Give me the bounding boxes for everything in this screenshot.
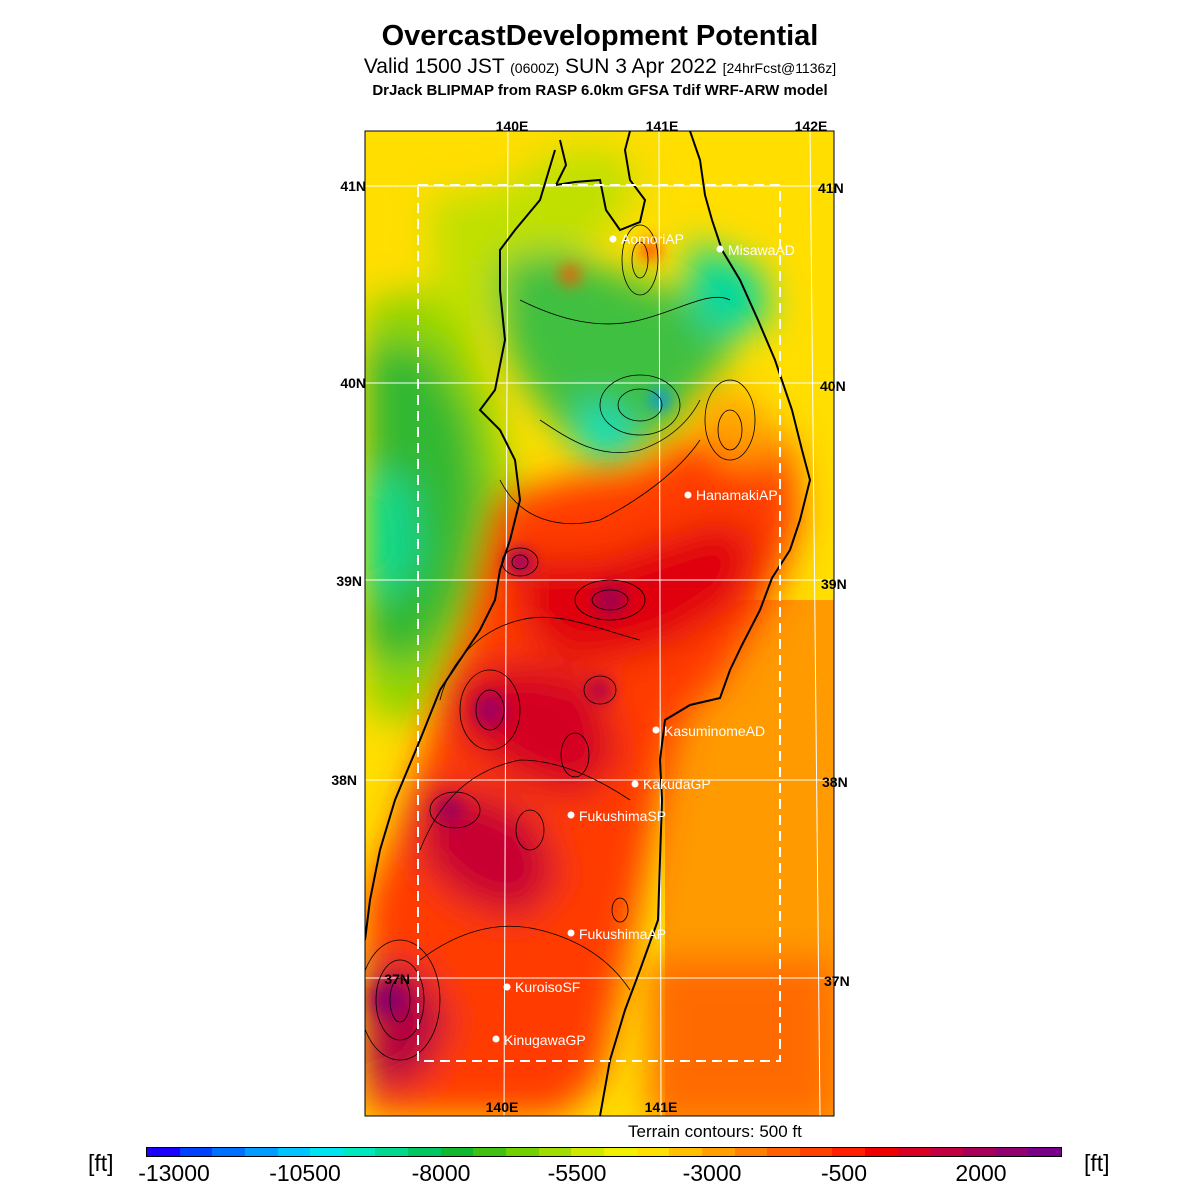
station-label: MisawaAD	[728, 242, 795, 258]
station-dot	[492, 1035, 500, 1043]
station-dot	[567, 929, 575, 937]
colorbar-segment	[995, 1148, 1029, 1156]
colorbar-segment	[963, 1148, 996, 1156]
colorbar-unit-right: [ft]	[1084, 1150, 1110, 1176]
colorbar-segment	[669, 1148, 702, 1156]
station-label: KasuminomeAD	[664, 723, 765, 739]
colorbar-segment	[473, 1148, 507, 1156]
colorbar-label: -3000	[682, 1160, 742, 1186]
valid-utc: (0600Z)	[510, 60, 560, 76]
colorbar-segment	[1028, 1148, 1061, 1156]
station-hanamaki[interactable]: HanamakiAP	[684, 487, 778, 503]
forecast-info: [24hrFcst@1136z]	[722, 60, 837, 76]
station-dot	[631, 780, 639, 788]
inner-domain-box	[417, 184, 781, 1062]
colorbar-label: 2000	[955, 1160, 1007, 1186]
lat-left-39: 39N	[336, 573, 362, 589]
lon-top-142: 142E	[795, 118, 828, 134]
colorbar-label: -8000	[411, 1160, 471, 1186]
lat-right-40: 40N	[820, 378, 846, 394]
colorbar-segment	[799, 1148, 833, 1156]
model-description: DrJack BLIPMAP from RASP 6.0km GFSA Tdif…	[372, 82, 828, 99]
valid-time-line: Valid 1500 JST (0600Z) SUN 3 Apr 2022 [2…	[0, 55, 1200, 79]
coastline	[365, 131, 812, 1116]
lat-right-39: 39N	[821, 576, 847, 592]
colorbar-label: -10500	[269, 1160, 341, 1186]
lat-left-37: 37N	[384, 971, 410, 987]
station-kinugawa[interactable]: KinugawaGP	[492, 1032, 586, 1048]
colorbar-segment	[930, 1148, 964, 1156]
station-markers: AomoriAP MisawaAD HanamakiAP KasuminomeA…	[492, 231, 795, 1048]
station-misawa[interactable]: MisawaAD	[716, 242, 795, 258]
colorbar-segment	[408, 1148, 441, 1156]
lon-bottom-141: 141E	[645, 1099, 678, 1115]
station-kakuda[interactable]: KakudaGP	[631, 776, 711, 792]
station-dot	[684, 491, 692, 499]
colorbar-segment	[832, 1148, 866, 1156]
colorbar-segment	[603, 1148, 637, 1156]
station-kasuminome[interactable]: KasuminomeAD	[652, 723, 766, 739]
lat-right-41: 41N	[818, 180, 844, 196]
colorbar-segment	[636, 1148, 670, 1156]
colorbar-segment	[342, 1148, 376, 1156]
graticule	[365, 131, 834, 1116]
station-dot	[716, 245, 724, 253]
station-label: FukushimaAP	[579, 926, 666, 942]
colorbar-label: -13000	[138, 1160, 210, 1186]
station-fukushima-ap[interactable]: FukushimaAP	[567, 926, 667, 942]
station-label: KuroisoSF	[515, 979, 580, 995]
station-kuroiso[interactable]: KuroisoSF	[503, 979, 581, 995]
valid-prefix: Valid 1500 JST	[363, 55, 505, 78]
station-label: AomoriAP	[621, 231, 684, 247]
lat-right-37: 37N	[824, 973, 850, 989]
lon-top-141: 141E	[646, 118, 679, 134]
lat-right-38: 38N	[822, 774, 848, 790]
valid-date: SUN 3 Apr 2022	[565, 55, 717, 78]
chart-title: OvercastDevelopment Potential	[381, 20, 819, 52]
lat-left-40: 40N	[340, 375, 366, 391]
colorbar-segment	[212, 1148, 245, 1156]
station-dot	[609, 235, 617, 243]
lat-left-38: 38N	[331, 772, 357, 788]
lat-left-41: 41N	[340, 178, 366, 194]
colorbar-segment	[734, 1148, 768, 1156]
field-shading	[365, 131, 834, 1116]
station-label: KakudaGP	[643, 776, 711, 792]
colorbar-label: -5500	[547, 1160, 607, 1186]
map-frame	[364, 130, 835, 1117]
lon-bottom-140: 140E	[486, 1099, 519, 1115]
colorbar-segment	[506, 1148, 539, 1156]
station-fukushima-sp[interactable]: FukushimaSP	[567, 808, 667, 824]
colorbar-segment	[865, 1148, 898, 1156]
station-label: FukushimaSP	[579, 808, 666, 824]
colorbar-segment	[277, 1148, 311, 1156]
colorbar-segment	[701, 1148, 735, 1156]
station-label: HanamakiAP	[696, 487, 778, 503]
colorbar-segment	[179, 1148, 213, 1156]
colorbar-segment	[310, 1148, 343, 1156]
colorbar-unit-left: [ft]	[88, 1150, 114, 1176]
colorbar-segment	[147, 1148, 180, 1156]
station-aomori[interactable]: AomoriAP	[609, 231, 685, 247]
terrain-contours-note: Terrain contours: 500 ft	[628, 1122, 802, 1141]
colorbar-segment	[571, 1148, 604, 1156]
colorbar-segment	[897, 1148, 931, 1156]
colorbar-segment	[244, 1148, 278, 1156]
colorbar-segment	[767, 1148, 800, 1156]
colorbar	[146, 1147, 1062, 1157]
station-dot	[503, 983, 511, 991]
colorbar-label: -500	[820, 1160, 868, 1186]
lon-top-140: 140E	[496, 118, 529, 134]
station-dot	[567, 811, 575, 819]
station-label: KinugawaGP	[504, 1032, 586, 1048]
colorbar-segment	[538, 1148, 572, 1156]
colorbar-segment	[375, 1148, 409, 1156]
station-dot	[652, 726, 660, 734]
colorbar-segment	[440, 1148, 474, 1156]
